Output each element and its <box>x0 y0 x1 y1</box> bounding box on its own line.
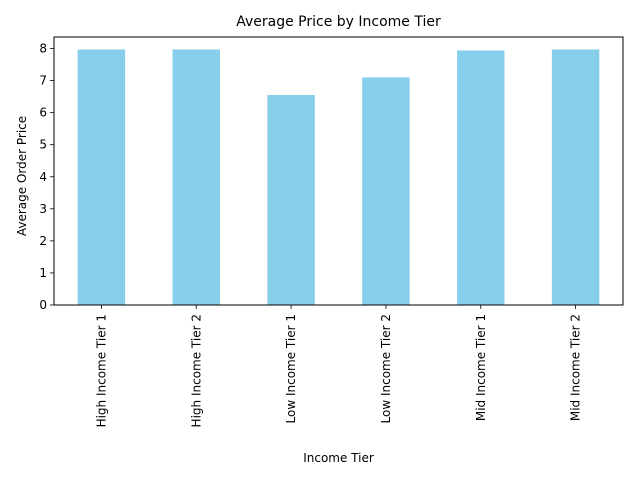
x-tick-label: Low Income Tier 2 <box>379 314 393 423</box>
y-tick-label: 2 <box>39 234 47 248</box>
x-tick-label: High Income Tier 2 <box>189 314 203 427</box>
bars-group <box>77 49 600 306</box>
x-axis-ticks: High Income Tier 1 High Income Tier 2 Low … <box>94 305 583 427</box>
bar <box>77 49 126 305</box>
x-tick-label: Mid Income Tier 1 <box>474 314 488 421</box>
y-axis-ticks: 0 1 2 3 4 5 6 7 8 <box>39 42 54 312</box>
bar <box>551 49 600 305</box>
x-tick-label: High Income Tier 1 <box>94 314 108 427</box>
x-axis-label: Income Tier <box>303 451 374 465</box>
y-tick-label: 1 <box>39 266 47 280</box>
bar <box>362 77 410 306</box>
x-tick-label: Mid Income Tier 2 <box>569 314 583 421</box>
y-tick-label: 8 <box>39 42 47 56</box>
axes-frame <box>53 36 624 306</box>
y-tick-label: 6 <box>39 106 47 120</box>
chart-title: Average Price by Income Tier <box>236 14 441 30</box>
plot-area-border <box>53 36 624 306</box>
y-tick-label: 7 <box>39 74 47 88</box>
y-axis-label: Average Order Price <box>15 116 29 236</box>
y-tick-label: 3 <box>39 202 47 216</box>
bar <box>457 50 505 306</box>
y-tick-label: 0 <box>39 298 47 312</box>
bar <box>267 95 315 305</box>
y-tick-label: 5 <box>39 138 47 152</box>
x-tick-label: Low Income Tier 1 <box>284 314 298 423</box>
bar <box>172 49 220 305</box>
y-tick-label: 4 <box>39 170 47 184</box>
